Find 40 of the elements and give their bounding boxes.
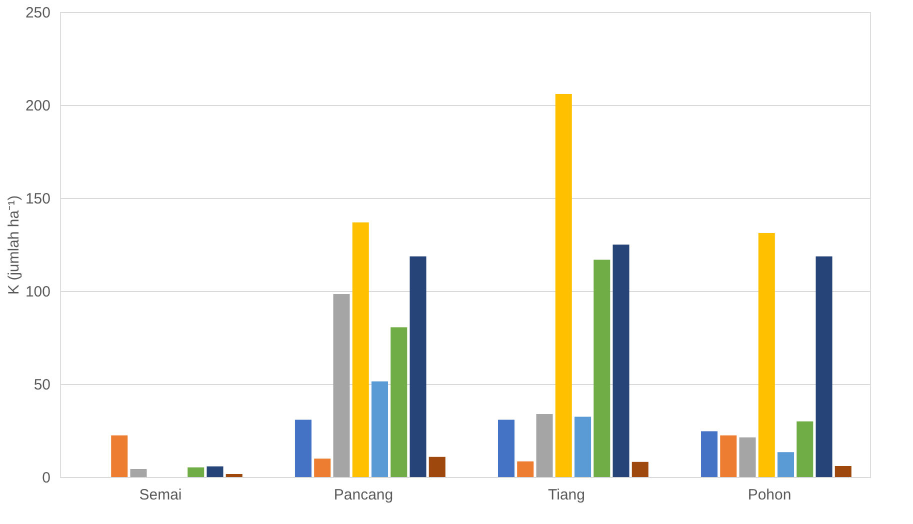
x-tick-label: Tiang xyxy=(548,486,585,504)
bar xyxy=(632,462,648,477)
bar xyxy=(410,256,426,477)
bar xyxy=(720,435,737,477)
y-tick-label: 200 xyxy=(25,98,50,114)
y-tick-label: 250 xyxy=(25,4,50,22)
bar xyxy=(555,94,572,477)
bar xyxy=(111,435,128,477)
y-axis-title: K (jumlah ha⁻¹) xyxy=(5,195,22,295)
bar xyxy=(226,474,242,477)
bar xyxy=(352,222,369,477)
bar xyxy=(594,260,610,477)
bar xyxy=(188,467,204,477)
bar xyxy=(333,294,350,477)
bar xyxy=(498,420,515,477)
y-tick-label: 0 xyxy=(42,470,50,486)
x-tick-label: Pohon xyxy=(748,486,792,504)
bar xyxy=(816,256,832,477)
x-tick-label: Pancang xyxy=(334,486,394,504)
bar xyxy=(371,381,388,477)
bar xyxy=(700,431,718,477)
bar xyxy=(612,244,630,477)
y-tick-label: 150 xyxy=(25,190,50,208)
bar xyxy=(428,456,446,477)
bar xyxy=(206,466,224,477)
bar xyxy=(536,414,553,477)
bar xyxy=(390,327,408,477)
bar xyxy=(739,437,756,477)
bar xyxy=(778,452,794,477)
bar xyxy=(314,458,331,477)
bar xyxy=(574,416,592,477)
bar xyxy=(294,420,312,477)
bar xyxy=(517,461,534,477)
bar xyxy=(130,469,147,477)
y-tick-label: 100 xyxy=(25,284,50,300)
bar xyxy=(758,232,775,477)
y-tick-label: 50 xyxy=(34,376,50,394)
bar xyxy=(834,466,852,477)
x-tick-label: Semai xyxy=(139,486,182,504)
bar xyxy=(796,421,814,477)
